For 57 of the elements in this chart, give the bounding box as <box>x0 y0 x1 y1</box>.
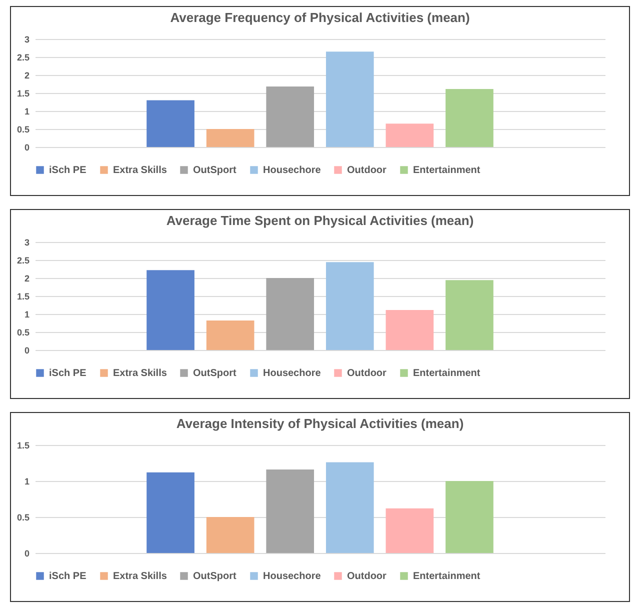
bar <box>266 469 314 553</box>
y-tick-label: 0 <box>24 548 30 558</box>
bar <box>206 320 254 350</box>
legend-label: OutSport <box>193 165 237 176</box>
y-tick-label: 3 <box>24 34 30 44</box>
legend-label: iSch PE <box>49 368 87 379</box>
legend-label: iSch PE <box>49 165 87 176</box>
legend-label: iSch PE <box>49 571 87 582</box>
y-tick-label: 1.5 <box>16 440 30 450</box>
legend-label: Extra Skills <box>113 368 168 379</box>
legend-label: Outdoor <box>347 165 387 176</box>
bar <box>146 472 194 553</box>
y-tick-label: 2.5 <box>16 52 30 62</box>
legend-label: Entertainment <box>413 165 481 176</box>
bar <box>326 262 374 350</box>
y-tick-label: 0.5 <box>16 512 30 522</box>
y-tick-label: 1.5 <box>16 292 30 302</box>
bar <box>386 508 434 553</box>
y-tick-label: 0 <box>24 142 30 152</box>
legend-label: Extra Skills <box>113 571 168 582</box>
y-tick-label: 2.5 <box>16 256 30 266</box>
legend-label: Housechore <box>263 571 322 582</box>
bar <box>326 462 374 553</box>
y-tick-label: 1 <box>24 476 30 486</box>
y-tick-label: 3 <box>24 238 30 248</box>
chart-title: Average Intensity of Physical Activities (mean) <box>176 416 464 431</box>
y-tick-label: 0.5 <box>16 328 30 338</box>
bar <box>326 52 374 147</box>
bar <box>446 280 494 350</box>
y-tick-label: 2 <box>24 274 30 284</box>
bar <box>446 481 494 553</box>
y-tick-label: 0 <box>24 346 30 356</box>
legend-label: Housechore <box>263 165 322 176</box>
legend-label: OutSport <box>193 368 237 379</box>
bar <box>266 86 314 147</box>
y-tick-label: 0.5 <box>16 124 30 134</box>
y-tick-label: 2 <box>24 70 30 80</box>
bar <box>206 129 254 147</box>
legend-label: Housechore <box>263 368 322 379</box>
legend-label: Extra Skills <box>113 165 168 176</box>
y-tick-label: 1.5 <box>16 88 30 98</box>
bar <box>386 124 434 147</box>
legend-label: Entertainment <box>413 368 481 379</box>
bar <box>386 310 434 350</box>
chart-title: Average Time Spent on Physical Activities (mean) <box>166 213 474 228</box>
bar <box>446 89 494 147</box>
chart-title: Average Frequency of Physical Activities (mean) <box>170 10 470 25</box>
bar <box>266 278 314 350</box>
bar <box>146 270 194 350</box>
y-tick-label: 1 <box>24 106 30 116</box>
legend-label: OutSport <box>193 571 237 582</box>
y-tick-label: 1 <box>24 310 30 320</box>
legend-label: Entertainment <box>413 571 481 582</box>
legend-label: Outdoor <box>347 571 387 582</box>
bar <box>146 100 194 147</box>
legend-label: Outdoor <box>347 368 387 379</box>
bar <box>206 517 254 553</box>
